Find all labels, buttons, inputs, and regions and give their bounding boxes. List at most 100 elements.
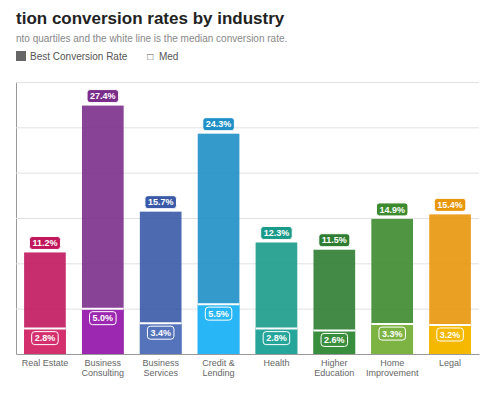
data-label-text: 5.0% (93, 313, 114, 323)
y-tick (16, 82, 479, 83)
median-bar (198, 304, 240, 354)
data-label: 5.0% (90, 312, 117, 325)
bar (429, 214, 471, 354)
median-bar (256, 329, 298, 354)
data-label: 2.8% (32, 332, 59, 345)
median-line (82, 308, 124, 310)
median-bar (24, 329, 66, 354)
legend-label: □ Med (147, 51, 178, 62)
data-label-text: 2.8% (266, 333, 287, 343)
x-tick-label: BusinessServices (142, 358, 179, 378)
data-label-text: 3.3% (382, 329, 403, 339)
data-label-text: 15.4% (437, 200, 463, 210)
data-label: 11.5% (319, 234, 350, 247)
data-label-text: 24.3% (206, 119, 232, 129)
bar (313, 250, 355, 354)
data-label: 3.3% (379, 327, 406, 340)
x-axis-line (17, 354, 480, 355)
bar (256, 242, 298, 354)
median-bar (82, 309, 124, 354)
data-label-text: 5.5% (208, 309, 229, 319)
y-tick (16, 354, 479, 355)
x-tick: BusinessServices (142, 358, 179, 378)
data-label: 15.4% (434, 198, 466, 211)
data-label-bg (90, 312, 117, 325)
data-label-bg (203, 118, 235, 131)
legend: Best Conversion Rate □ Med (16, 51, 178, 62)
data-label-text: 11.2% (32, 238, 57, 248)
median-line (313, 329, 355, 331)
legend-item: □ Med (147, 51, 178, 62)
y-axis (16, 83, 479, 355)
series-0 (24, 106, 471, 354)
data-label-text: 15.7% (148, 197, 174, 207)
x-tick: Legal (439, 358, 461, 368)
median-bar (140, 323, 182, 354)
bar (82, 106, 124, 354)
data-label-bg (321, 333, 348, 346)
data-labels: 11.2% 27.4% 15.7% 24.3% 12.3% 11.5% 14.9% 15.4%… (29, 90, 465, 347)
data-label: 5.5% (205, 307, 232, 320)
median-line (371, 323, 413, 325)
data-label: 24.3% (203, 118, 235, 131)
data-label-bg (437, 328, 464, 341)
data-label-bg (379, 327, 406, 340)
data-label-bg (29, 236, 60, 249)
data-label-bg (145, 196, 177, 209)
median-bar (371, 324, 413, 354)
x-tick-label: Health (263, 358, 289, 368)
data-label-bg (32, 332, 59, 345)
median-line (429, 324, 471, 326)
data-label-bg (261, 226, 293, 239)
x-tick: Health (263, 358, 289, 368)
x-tick: HomeImprovement (366, 358, 419, 378)
data-label-text: 3.2% (440, 330, 461, 340)
data-label-bg (205, 307, 232, 320)
x-tick: BusinessConsulting (82, 358, 125, 378)
plot: Real Estate BusinessConsulting BusinessSer… (16, 83, 480, 379)
data-label: 15.7% (145, 196, 177, 209)
x-tick-label: Legal (439, 358, 461, 368)
legend-swatch (16, 51, 26, 61)
subtitle: nto quartiles and the white line is the … (16, 33, 287, 44)
data-label-bg (319, 234, 350, 247)
grid-line (16, 82, 479, 83)
data-label-text: 2.8% (35, 333, 56, 343)
x-tick-label: HomeImprovement (366, 358, 419, 378)
x-axis: Real Estate BusinessConsulting BusinessSer… (17, 355, 480, 379)
data-label: 14.9% (376, 203, 408, 216)
data-label-bg (87, 90, 119, 103)
x-tick-label: Real Estate (22, 358, 69, 368)
chart: tion conversion rates by industry nto qua… (0, 0, 495, 400)
data-label-bg (147, 326, 174, 339)
x-tick-label: BusinessConsulting (82, 358, 125, 378)
series-1 (24, 304, 471, 354)
x-tick: Credit &Lending (202, 358, 235, 378)
data-label: 11.2% (29, 236, 60, 249)
median-line (140, 322, 182, 324)
grid-line (16, 354, 479, 355)
title: tion conversion rates by industry (16, 9, 285, 28)
data-label: 27.4% (87, 90, 119, 103)
data-label-text: 27.4% (90, 91, 116, 101)
x-tick: Real Estate (22, 358, 69, 368)
data-label-bg (376, 203, 408, 216)
median-bar (313, 330, 355, 354)
legend-label: Best Conversion Rate (30, 51, 128, 62)
bar (371, 219, 413, 354)
data-label: 3.4% (147, 326, 174, 339)
bar (198, 134, 240, 354)
median-line (256, 328, 298, 330)
data-label-text: 12.3% (264, 228, 290, 238)
bar (24, 252, 66, 354)
data-label-text: 11.5% (322, 235, 347, 245)
data-label: 2.8% (263, 332, 290, 345)
legend-item: Best Conversion Rate (16, 51, 128, 62)
data-label: 3.2% (437, 328, 464, 341)
data-label: 2.6% (321, 333, 348, 346)
data-label-text: 3.4% (150, 328, 171, 338)
data-label-bg (434, 198, 466, 211)
median-line (198, 303, 240, 305)
data-label-bg (263, 332, 290, 345)
x-tick: HigherEducation (314, 358, 354, 378)
